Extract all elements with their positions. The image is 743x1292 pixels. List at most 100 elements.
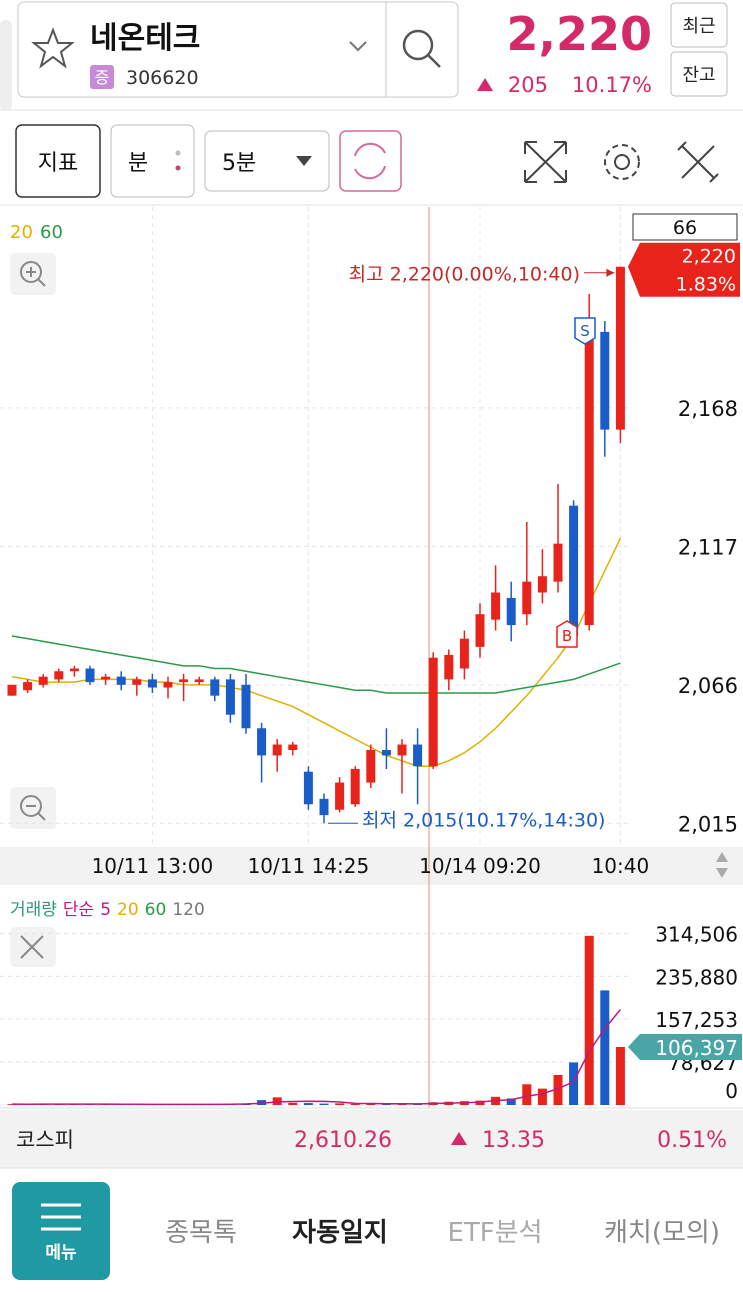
y-tick-label: 2,015 (678, 812, 738, 836)
up-arrow (451, 1132, 467, 1145)
candle-body (101, 676, 111, 680)
recent-label: 최근 (682, 16, 715, 37)
volume-legend: 60 (145, 900, 167, 920)
y-tick-label: 314,506 (655, 922, 738, 946)
volume-bar (335, 1103, 345, 1105)
y-tick-label: 0 (725, 1079, 738, 1103)
balance-label: 잔고 (682, 65, 715, 86)
candle-body (147, 679, 157, 688)
period-type-button[interactable] (110, 124, 195, 198)
nav-tab[interactable]: 자동일지 (292, 1218, 388, 1248)
high-annotation: 최고 2,220(0.00%,10:40) (349, 264, 580, 286)
candle-body (491, 592, 501, 620)
index-change: 13.35 (482, 1128, 545, 1153)
balance-button[interactable] (670, 51, 728, 97)
close-icon (20, 935, 44, 959)
recent-button[interactable] (670, 2, 728, 48)
up-arrow (477, 78, 493, 91)
ma-legend: 20 (10, 222, 33, 243)
price-change: 205 (508, 73, 548, 97)
volume-bar (584, 935, 594, 1105)
nav-tab[interactable]: 캐치(모의) (604, 1218, 720, 1248)
volume-bar (537, 1088, 547, 1105)
zoom-out-button[interactable] (10, 787, 56, 829)
search-icon[interactable] (402, 29, 434, 61)
index-name: 코스피 (16, 1128, 74, 1152)
volume-bar (522, 1084, 532, 1105)
candle-body (615, 266, 625, 430)
y-tick-label: 2,117 (678, 535, 738, 559)
change-rate: 10.17% (572, 73, 652, 97)
candle-body (413, 744, 423, 767)
stock-name: 네온테크 (90, 21, 200, 56)
candle-body (257, 728, 267, 756)
volume-bar (506, 1098, 516, 1105)
zoom-out-icon (20, 795, 42, 817)
candle-body (225, 679, 235, 715)
top-box-label: 66 (673, 217, 697, 239)
scroll-down[interactable] (716, 868, 728, 878)
candle-body (444, 654, 454, 680)
candle-body (179, 679, 189, 683)
expand-icon[interactable] (524, 141, 567, 183)
market-badge: 증 (95, 68, 110, 87)
top-box (632, 213, 738, 241)
indicator-label: 지표 (38, 151, 78, 176)
candle-body (272, 744, 282, 756)
volume-bar (319, 1103, 329, 1105)
index-rate: 0.51% (657, 1128, 727, 1153)
zoom-in-icon (26, 267, 46, 287)
candle-body (522, 581, 532, 615)
candle-body (537, 576, 547, 593)
stock-code: 306620 (126, 67, 199, 89)
indicator-button[interactable] (15, 124, 101, 198)
ma-line (11, 537, 622, 768)
volume-legend: 단순 (63, 900, 94, 920)
volume-bar (615, 1046, 625, 1105)
dropdown-icon[interactable] (349, 41, 367, 52)
candle-body (397, 744, 407, 756)
menu-label: 메뉴 (45, 1243, 77, 1263)
volume-bar (303, 1103, 313, 1105)
candle-body (600, 331, 610, 430)
candle-body (23, 682, 33, 691)
volume-bar (569, 1062, 579, 1105)
refresh-button[interactable] (339, 130, 402, 192)
candle-body (428, 657, 438, 767)
scroll-up[interactable] (716, 852, 728, 862)
volume-legend: 거래량 (10, 900, 57, 920)
candle-body (366, 749, 376, 783)
tools-icon[interactable] (677, 141, 719, 183)
dot (175, 165, 181, 171)
nav-tab[interactable]: 종목톡 (165, 1218, 237, 1248)
candle-body (506, 597, 516, 626)
market-badge-bg (90, 65, 114, 89)
signal-marker (574, 317, 596, 345)
x-tick-label: 10/11 13:00 (92, 854, 214, 878)
nav-tab[interactable]: ETF분석 (447, 1218, 542, 1248)
menu-button[interactable] (12, 1182, 110, 1280)
current-price: 2,220 (506, 7, 652, 61)
x-tick-label: 10/14 09:20 (419, 854, 541, 878)
volume-tag-label: 106,397 (655, 1036, 738, 1060)
settings-icon[interactable] (604, 144, 640, 180)
volume-bar (553, 1074, 563, 1105)
y-tick-label: 2,168 (678, 397, 738, 421)
stock-box[interactable] (17, 1, 459, 98)
ma-line (11, 635, 621, 694)
period-dropdown[interactable] (204, 130, 330, 192)
refresh-icon (354, 142, 386, 180)
side-tab[interactable] (0, 20, 12, 110)
candle-body (350, 768, 360, 805)
candle-body (132, 679, 142, 685)
index-bar[interactable] (0, 1110, 743, 1168)
zoom-in-button[interactable] (10, 253, 56, 295)
signal-label: S (580, 322, 590, 340)
volume-bar (600, 990, 610, 1105)
period-type-label: 분 (128, 151, 148, 176)
star-icon[interactable] (31, 27, 75, 69)
volume-bar (366, 1103, 376, 1105)
candle-body (475, 614, 485, 647)
